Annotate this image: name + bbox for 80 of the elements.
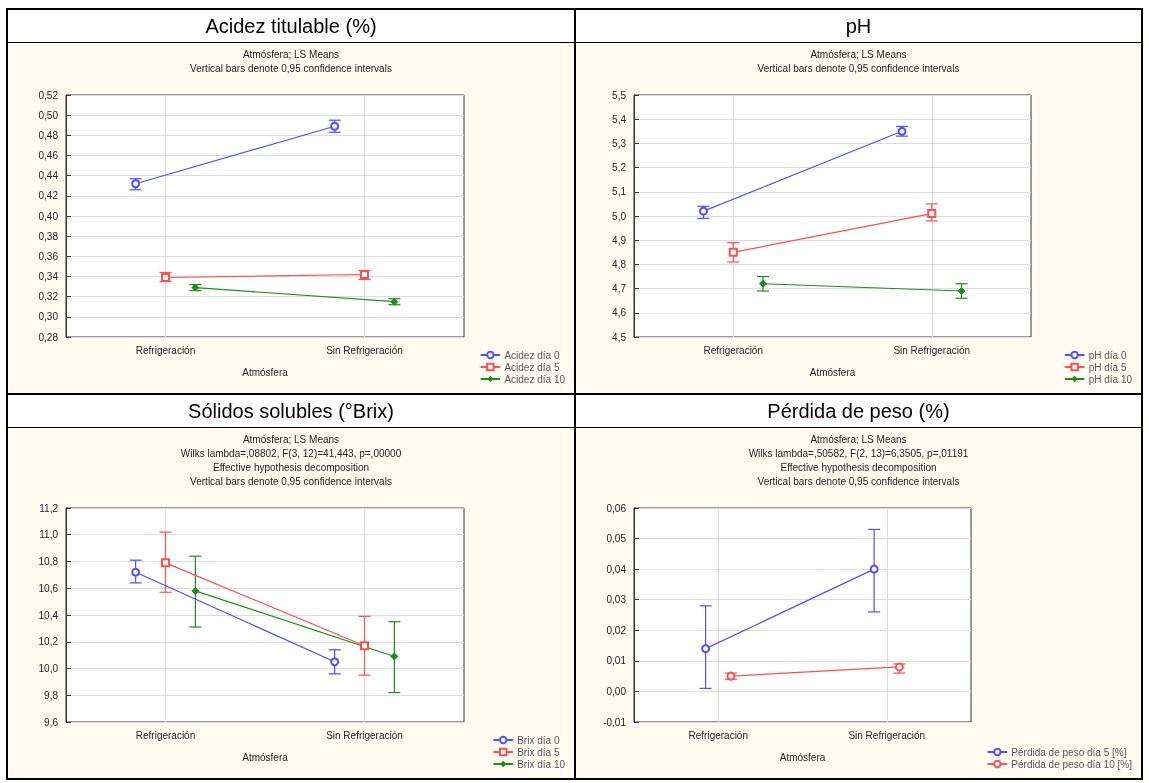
y-tick-label: -0,01	[603, 716, 627, 728]
text: Effective hypothesis decomposition	[780, 461, 937, 473]
legend-label: Brix día 0	[517, 734, 560, 746]
y-tick-label: 0,05	[606, 533, 627, 545]
y-tick-label: 10,4	[38, 609, 59, 621]
y-tick-label: 0,04	[606, 563, 627, 575]
y-tick-label: 10,0	[38, 663, 59, 674]
y-tick-label: 0,00	[606, 685, 627, 697]
text: Effective hypothesis decomposition	[212, 461, 370, 473]
y-tick-label: 4,9	[612, 234, 627, 246]
y-tick-label: 0,44	[38, 170, 59, 182]
x-axis-title: Atmósfera	[809, 366, 856, 378]
legend-label: Acidez día 5	[504, 361, 560, 373]
chart-title: Pérdida de peso (%)	[576, 395, 1141, 428]
y-tick-label: 0,42	[38, 190, 59, 202]
y-tick-label: 0,06	[606, 502, 627, 514]
x-tick-label: Sin Refrigeración	[326, 729, 403, 741]
x-axis-title: Atmósfera	[242, 751, 289, 763]
x-tick-label: Sin Refrigeración	[848, 729, 926, 741]
x-axis-title: Atmósfera	[779, 751, 826, 763]
y-tick-label: 11,2	[39, 502, 59, 514]
legend-label: pH día 5	[1088, 361, 1127, 373]
y-tick-label: 9,8	[44, 689, 59, 701]
y-tick-label: 0,36	[38, 250, 59, 262]
y-tick-label: 4,6	[612, 307, 627, 319]
text: Vertical bars denote 0,95 confidence intervals	[190, 475, 392, 487]
legend-label: Pérdida de peso día 5 [%]	[1011, 746, 1127, 758]
y-tick-label: 0,46	[38, 150, 59, 161]
text: Vertical bars denote 0,95 confidence intervals	[757, 62, 960, 74]
y-tick-label: 4,5	[612, 331, 627, 343]
y-tick-label: 4,8	[612, 258, 627, 270]
y-tick-label: 5,2	[612, 162, 627, 174]
y-tick-label: 0,34	[38, 271, 59, 282]
legend-label: Brix día 10	[517, 758, 566, 770]
text: Wilks lambda=,50582, F(2, 13)=6,3505, p=,01191	[748, 447, 969, 459]
y-tick-label: 4,7	[612, 283, 627, 295]
y-tick-label: 9,6	[44, 716, 59, 728]
chart-title: Sólidos solubles (°Brix)	[8, 395, 574, 428]
y-tick-label: 0,32	[38, 291, 59, 303]
y-tick-label: 0,38	[38, 230, 59, 242]
y-tick-label: 0,48	[38, 129, 59, 141]
y-tick-label: 0,02	[606, 624, 627, 636]
y-tick-label: 0,50	[38, 109, 59, 121]
legend-label: Acidez día 10	[504, 373, 566, 385]
chart-title: Acidez titulable (%)	[8, 10, 574, 43]
legend-label: pH día 10	[1088, 373, 1133, 385]
x-tick-label: Refrigeración	[688, 729, 748, 741]
y-tick-label: 10,6	[38, 582, 59, 594]
x-tick-label: Refrigeración	[135, 344, 196, 356]
chart-subtitle: Atmósfera; LS Means	[810, 433, 907, 445]
legend-label: Acidez día 0	[504, 349, 560, 361]
y-tick-label: 5,3	[612, 137, 627, 149]
legend-label: pH día 0	[1088, 349, 1127, 361]
y-tick-label: 5,5	[612, 89, 627, 101]
legend-label: Brix día 5	[517, 746, 560, 758]
x-tick-label: Sin Refrigeración	[893, 344, 971, 356]
y-tick-label: 5,0	[612, 210, 627, 222]
y-tick-label: 0,52	[38, 89, 59, 101]
text: Wilks lambda=,08802, F(3, 12)=41,443, p=,00000	[180, 447, 402, 459]
y-tick-label: 0,40	[38, 210, 59, 222]
legend-label: Pérdida de peso día 10 [%]	[1011, 758, 1133, 770]
text: Vertical bars denote 0,95 confidence intervals	[757, 475, 960, 487]
x-axis-title: Atmósfera	[242, 366, 289, 378]
chart-subtitle: Atmósfera; LS Means	[242, 48, 340, 60]
y-tick-label: 0,03	[606, 594, 627, 606]
chart-title: pH	[576, 10, 1141, 43]
x-tick-label: Refrigeración	[703, 344, 763, 356]
y-tick-label: 0,28	[38, 331, 59, 343]
x-tick-label: Refrigeración	[135, 729, 196, 741]
y-tick-label: 5,4	[612, 113, 627, 125]
y-tick-label: 0,01	[606, 655, 627, 667]
y-tick-label: 11,0	[39, 529, 59, 541]
x-tick-label: Sin Refrigeración	[326, 344, 403, 356]
y-tick-label: 10,2	[38, 636, 59, 648]
chart-subtitle: Atmósfera; LS Means	[810, 48, 907, 60]
y-tick-label: 0,30	[38, 311, 59, 323]
y-tick-label: 10,8	[38, 556, 59, 567]
text: Vertical bars denote 0,95 confidence intervals	[190, 62, 392, 74]
chart-subtitle: Atmósfera; LS Means	[242, 433, 340, 445]
y-tick-label: 5,1	[612, 186, 627, 198]
